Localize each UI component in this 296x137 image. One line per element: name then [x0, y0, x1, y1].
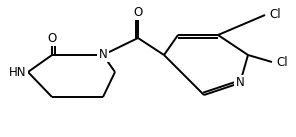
Text: O: O — [133, 5, 143, 18]
Text: Cl: Cl — [276, 55, 288, 68]
Text: Cl: Cl — [269, 8, 281, 22]
Text: N: N — [99, 48, 107, 61]
Text: HN: HN — [9, 65, 26, 79]
Text: N: N — [236, 76, 244, 89]
Text: O: O — [47, 32, 57, 45]
